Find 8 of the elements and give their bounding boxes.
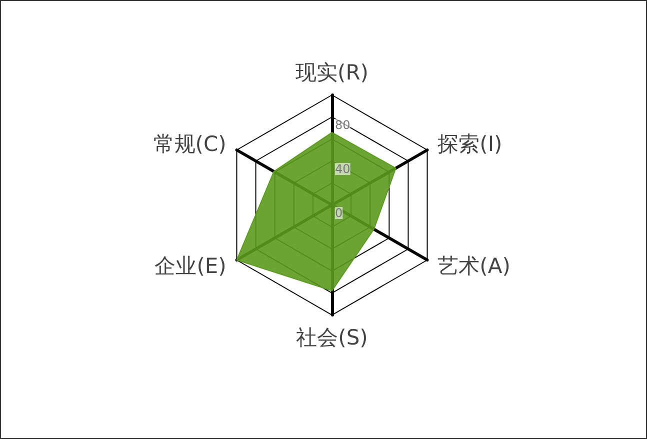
y-tick-label: 0 (335, 206, 343, 220)
spoke-label: 现实(R) (296, 60, 368, 84)
y-tick-label: 40 (335, 162, 350, 176)
spoke-label: 企业(E) (154, 254, 226, 278)
spoke-label: 艺术(A) (438, 254, 510, 278)
spoke-label: 探索(I) (438, 132, 502, 156)
spoke-label: 社会(S) (296, 326, 368, 350)
spoke-label: 常规(C) (153, 132, 226, 156)
